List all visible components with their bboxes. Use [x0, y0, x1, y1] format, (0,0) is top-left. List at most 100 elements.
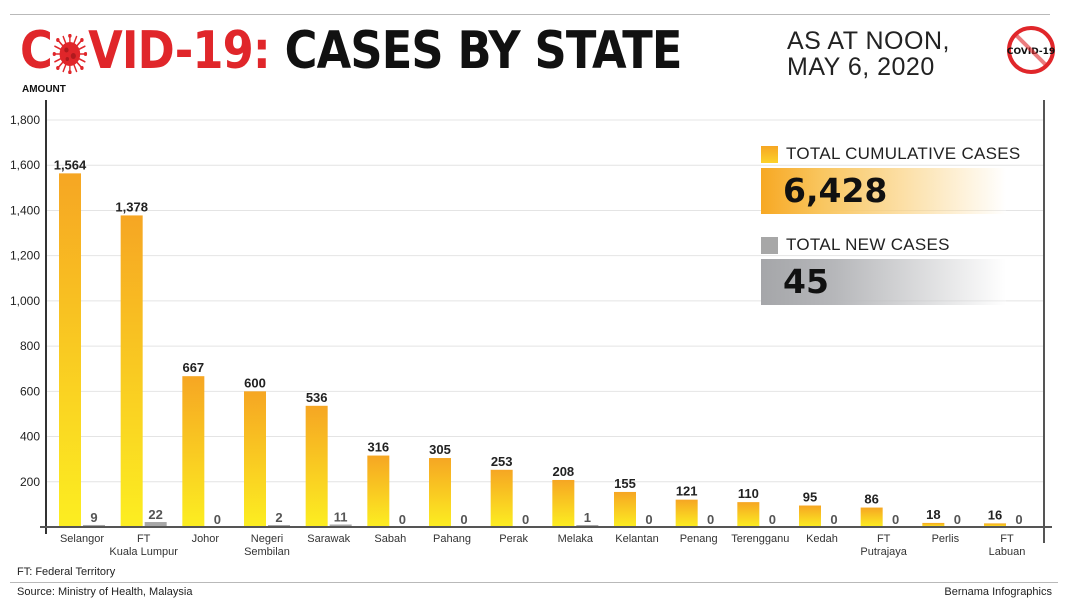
y-tick-label: 200: [20, 475, 40, 489]
bar-new-cases: [144, 522, 167, 527]
category-label: Putrajaya: [860, 546, 907, 558]
bottom-divider: [10, 582, 1058, 583]
bar-cumulative: [552, 479, 575, 527]
bar-cumulative: [367, 455, 390, 527]
category-label: Sabah: [374, 533, 406, 545]
bar-cumulative-label: 1,564: [54, 157, 87, 172]
title-c: C: [20, 21, 53, 81]
bar-cumulative: [490, 469, 513, 527]
bar-cumulative: [922, 522, 945, 527]
legend-new-swatch: [761, 237, 778, 254]
bar-cumulative-label: 536: [306, 390, 328, 405]
bar-cumulative-label: 18: [926, 507, 940, 522]
cumulative-total-value: 6,428: [761, 168, 1006, 214]
bar-cumulative-label: 1,378: [115, 199, 148, 214]
bar-new-cases-label: 11: [334, 510, 348, 525]
category-label: FT: [137, 533, 151, 545]
bar-cumulative: [799, 505, 821, 527]
bar-new-cases-label: 0: [1015, 512, 1022, 527]
page-title: C VID-19: CASES BY STATE: [20, 18, 682, 84]
y-tick-label: 1,000: [10, 294, 40, 308]
y-tick-label: 800: [20, 339, 40, 353]
y-tick-label: 1,800: [10, 113, 40, 127]
bar-cumulative: [429, 458, 451, 527]
bar-cumulative-label: 16: [988, 507, 1002, 522]
new-total-value: 45: [761, 259, 1006, 305]
top-divider: [10, 14, 1050, 15]
bar-new-cases: [83, 524, 105, 527]
title-red: VID-19:: [88, 21, 271, 81]
y-tick-label: 1,600: [10, 158, 40, 172]
y-axis-title: AMOUNT: [22, 84, 66, 95]
category-label: Pahang: [433, 533, 471, 545]
bar-new-cases-label: 1: [584, 510, 591, 525]
bar-cumulative-label: 600: [244, 375, 266, 390]
bar-cumulative: [244, 391, 266, 527]
bar-new-cases-label: 0: [954, 512, 961, 527]
bar-cumulative: [860, 507, 883, 527]
category-label: Selangor: [60, 533, 104, 545]
bar-cumulative: [614, 491, 636, 527]
bar-cumulative: [737, 502, 760, 527]
footnote: FT: Federal Territory: [17, 566, 116, 578]
bar-new-cases-label: 22: [148, 507, 162, 522]
category-label: Kedah: [806, 533, 838, 545]
bar-new-cases-label: 0: [522, 512, 529, 527]
category-label: FT: [1000, 533, 1014, 545]
bar-new-cases-label: 0: [214, 512, 221, 527]
bar-cumulative-label: 208: [552, 464, 574, 479]
no-covid-icon: COVID-19: [1007, 26, 1055, 74]
category-label: Negeri: [251, 533, 283, 545]
category-label: Melaka: [558, 533, 594, 545]
category-label: Perlis: [932, 533, 960, 545]
bar-new-cases-label: 0: [399, 512, 406, 527]
category-label: Terengganu: [731, 533, 789, 545]
bar-new-cases-label: 0: [460, 512, 467, 527]
bar-new-cases-label: 9: [90, 510, 97, 525]
bar-new-cases-label: 0: [645, 512, 652, 527]
date-stamp: AS AT NOON, MAY 6, 2020: [787, 28, 950, 80]
category-label: Johor: [192, 533, 220, 545]
bar-cumulative-label: 121: [676, 484, 698, 499]
bar-cumulative-label: 316: [367, 440, 389, 455]
bar-cumulative-label: 155: [614, 476, 636, 491]
y-tick-label: 1,200: [10, 249, 40, 263]
bar-cumulative: [675, 499, 698, 527]
category-label: FT: [877, 533, 891, 545]
bar-cumulative-label: 86: [864, 492, 878, 507]
bar-cumulative: [182, 376, 205, 527]
bar-new-cases-label: 0: [707, 512, 714, 527]
y-tick-label: 400: [20, 430, 40, 444]
credit: Bernama Infographics: [944, 586, 1052, 598]
category-label: Labuan: [989, 546, 1026, 558]
legend-cumulative-label: TOTAL CUMULATIVE CASES: [786, 144, 1021, 163]
y-tick-label: 600: [20, 384, 40, 398]
y-tick-label: 1,400: [10, 203, 40, 217]
category-label: Kelantan: [615, 533, 658, 545]
bar-cumulative: [120, 215, 143, 527]
title-black: CASES BY STATE: [284, 21, 683, 81]
bar-new-cases: [329, 524, 352, 527]
bar-cumulative-label: 667: [182, 360, 204, 375]
bar-cumulative: [305, 405, 328, 527]
category-label: Kuala Lumpur: [109, 546, 178, 558]
virus-icon: [52, 34, 88, 74]
bar-cumulative: [59, 173, 81, 527]
category-label: Sembilan: [244, 546, 290, 558]
bar-new-cases-label: 0: [830, 512, 837, 527]
bar-cumulative-label: 95: [803, 490, 817, 505]
category-label: Penang: [680, 533, 718, 545]
source-note: Source: Ministry of Health, Malaysia: [17, 586, 193, 598]
legend-cumulative-swatch: [761, 146, 778, 163]
legend-new-label: TOTAL NEW CASES: [786, 235, 950, 254]
date-line-1: AS AT NOON,: [787, 27, 950, 55]
category-label: Perak: [499, 533, 528, 545]
date-line-2: MAY 6, 2020: [787, 53, 935, 81]
category-label: Sarawak: [307, 533, 350, 545]
bar-cumulative-label: 253: [491, 454, 513, 469]
bar-cumulative: [984, 523, 1006, 527]
bar-cumulative-label: 110: [738, 486, 759, 501]
bar-chart: 1,564 9 1,378 22 667 0 600 2 536 11 316 0 305 0 253 0 20…: [10, 100, 1052, 558]
bar-new-cases-label: 2: [275, 510, 282, 525]
bar-new-cases-label: 0: [769, 512, 776, 527]
